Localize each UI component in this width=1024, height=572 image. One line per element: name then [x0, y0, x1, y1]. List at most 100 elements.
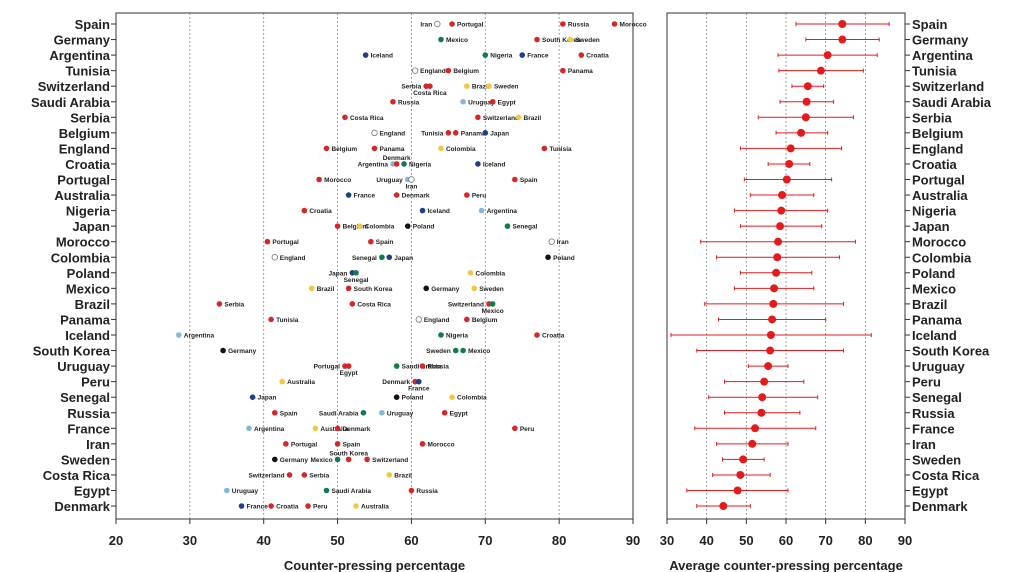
- match-opponent-label: Japan: [394, 255, 413, 262]
- left-team-label: Peru: [81, 375, 110, 390]
- match-opponent-label: Argentina: [184, 333, 215, 340]
- right-team-label: Argentina: [912, 48, 973, 63]
- right-team-label: Uruguay: [912, 359, 966, 374]
- match-point: [316, 176, 322, 183]
- match-point: [379, 254, 385, 261]
- match-opponent-label: Sweden: [494, 84, 519, 91]
- left-x-tick-label: 70: [478, 533, 492, 548]
- average-point: [736, 470, 745, 479]
- match-opponent-label: Senegal: [344, 277, 369, 284]
- average-point: [764, 362, 773, 371]
- left-team-label: Brazil: [75, 297, 110, 312]
- left-team-label: Iceland: [65, 328, 110, 343]
- match-point: [441, 409, 448, 416]
- match-point: [478, 207, 485, 214]
- right-plot-frame: [666, 12, 906, 520]
- match-opponent-label: Costa Rica: [357, 301, 391, 308]
- match-opponent-label: Brazil: [317, 286, 335, 293]
- match-point: [515, 114, 522, 121]
- match-point: [419, 363, 426, 369]
- match-opponent-label: Denmark: [382, 379, 410, 386]
- average-point: [801, 113, 810, 122]
- match-point: [342, 114, 348, 121]
- match-point: [415, 316, 423, 323]
- match-point: [548, 238, 555, 245]
- left-team-label: Spain: [75, 17, 110, 32]
- match-opponent-label: Switzerland: [372, 457, 408, 464]
- average-point: [786, 144, 795, 153]
- match-opponent-label: Senegal: [352, 255, 377, 262]
- left-team-label: Nigeria: [66, 204, 111, 219]
- match-opponent-label: Mexico: [482, 308, 504, 315]
- match-point: [345, 285, 352, 292]
- match-point: [464, 83, 470, 89]
- match-opponent-label: Sweden: [575, 37, 600, 44]
- average-point: [768, 315, 777, 324]
- match-point: [271, 456, 278, 463]
- average-point: [838, 35, 847, 44]
- average-point: [733, 486, 742, 495]
- left-x-tick-label: 40: [256, 533, 270, 548]
- left-team-label: Belgium: [59, 126, 110, 141]
- match-opponent-label: Belgium: [472, 317, 498, 324]
- average-point: [766, 331, 775, 339]
- match-opponent-label: Belgium: [343, 224, 369, 231]
- match-opponent-label: Panama: [380, 146, 405, 153]
- right-team-label: Australia: [912, 188, 968, 203]
- right-team-label: Mexico: [912, 281, 956, 296]
- match-point: [393, 161, 400, 167]
- match-opponent-label: Nigeria: [409, 161, 431, 168]
- left-team-label: Tunisia: [65, 64, 110, 79]
- match-opponent-label: Germany: [280, 457, 309, 464]
- average-point: [823, 51, 832, 60]
- right-team-label: Morocco: [912, 235, 966, 250]
- match-point: [482, 52, 489, 58]
- right-team-label: Saudi Arabia: [912, 95, 992, 110]
- match-point: [449, 21, 455, 27]
- match-opponent-label: Australia: [361, 504, 389, 511]
- match-point: [512, 176, 518, 183]
- match-point: [482, 130, 489, 136]
- match-point: [323, 145, 330, 152]
- match-opponent-label: Russia: [428, 364, 450, 371]
- match-point: [464, 316, 470, 323]
- right-team-label: Belgium: [912, 126, 963, 141]
- match-opponent-label: Germany: [228, 348, 257, 355]
- match-opponent-label: Tunisia: [276, 317, 299, 324]
- match-point: [362, 52, 369, 58]
- match-point: [323, 487, 330, 494]
- match-opponent-label: Colombia: [365, 224, 395, 231]
- right-team-label: Costa Rica: [912, 468, 980, 483]
- right-team-label: Iceland: [912, 328, 957, 343]
- match-opponent-label: Germany: [431, 286, 460, 293]
- match-point: [438, 36, 444, 43]
- match-opponent-label: Switzerland: [483, 115, 519, 122]
- average-point: [774, 237, 783, 246]
- match-point: [249, 394, 256, 401]
- left-team-label: Egypt: [74, 484, 111, 499]
- match-point: [360, 409, 367, 416]
- left-team-label: Russia: [67, 406, 110, 421]
- match-opponent-label: Iran: [557, 239, 569, 246]
- average-point: [769, 299, 778, 308]
- match-point: [356, 223, 363, 229]
- match-opponent-label: France: [527, 53, 549, 60]
- match-opponent-label: Spain: [376, 239, 394, 246]
- match-point: [216, 301, 223, 307]
- match-point: [345, 363, 352, 369]
- match-opponent-label: Spain: [343, 441, 361, 448]
- right-x-tick-label: 80: [858, 533, 872, 548]
- match-point: [578, 52, 585, 58]
- left-team-label: Australia: [54, 188, 110, 203]
- match-point: [386, 254, 393, 261]
- match-opponent-label: Uruguay: [468, 99, 495, 106]
- match-point: [545, 254, 551, 261]
- match-point: [301, 472, 308, 478]
- match-opponent-label: Denmark: [343, 426, 371, 433]
- left-x-tick-label: 80: [552, 533, 566, 548]
- match-opponent-label: Egypt: [450, 410, 469, 417]
- left-team-label: Portugal: [57, 173, 110, 188]
- right-team-label: South Korea: [912, 344, 990, 359]
- match-point: [246, 425, 252, 432]
- match-opponent-label: Iceland: [483, 161, 505, 168]
